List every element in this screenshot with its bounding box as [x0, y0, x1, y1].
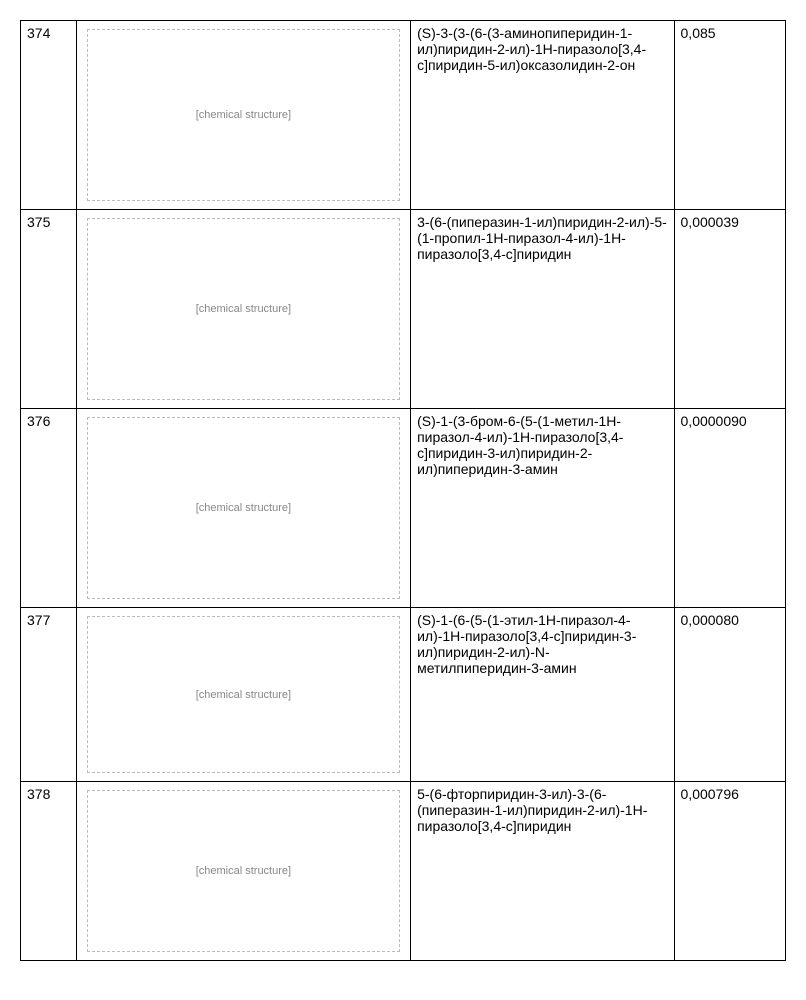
- table-row: 377[chemical structure](S)-1-(6-(5-(1-эт…: [21, 608, 786, 782]
- compound-value: 0,000080: [674, 608, 785, 782]
- compound-id: 378: [21, 782, 77, 961]
- compound-value: 0,085: [674, 21, 785, 210]
- structure-placeholder: [chemical structure]: [87, 616, 400, 773]
- structure-placeholder: [chemical structure]: [87, 790, 400, 952]
- structure-placeholder: [chemical structure]: [87, 29, 400, 201]
- compound-id: 377: [21, 608, 77, 782]
- table-row: 375[chemical structure]3-(6-(пиперазин-1…: [21, 210, 786, 409]
- compound-structure: [chemical structure]: [76, 409, 410, 608]
- compound-id: 376: [21, 409, 77, 608]
- structure-placeholder: [chemical structure]: [87, 218, 400, 400]
- compound-structure: [chemical structure]: [76, 21, 410, 210]
- compound-structure: [chemical structure]: [76, 782, 410, 961]
- structure-placeholder: [chemical structure]: [87, 417, 400, 599]
- table-row: 374[chemical structure](S)-3-(3-(6-(3-ам…: [21, 21, 786, 210]
- compound-name: (S)-1-(6-(5-(1-этил-1H-пиразол-4-ил)-1H-…: [411, 608, 674, 782]
- compound-value: 0,0000090: [674, 409, 785, 608]
- compound-id: 374: [21, 21, 77, 210]
- compound-value: 0,000039: [674, 210, 785, 409]
- compound-name: (S)-3-(3-(6-(3-аминопиперидин-1-ил)пирид…: [411, 21, 674, 210]
- compound-structure: [chemical structure]: [76, 608, 410, 782]
- table-row: 378[chemical structure]5-(6-фторпиридин-…: [21, 782, 786, 961]
- compound-name: 5-(6-фторпиридин-3-ил)-3-(6-(пиперазин-1…: [411, 782, 674, 961]
- compound-structure: [chemical structure]: [76, 210, 410, 409]
- table-row: 376[chemical structure](S)-1-(3-бром-6-(…: [21, 409, 786, 608]
- compound-table: 374[chemical structure](S)-3-(3-(6-(3-ам…: [20, 20, 786, 961]
- compound-name: 3-(6-(пиперазин-1-ил)пиридин-2-ил)-5-(1-…: [411, 210, 674, 409]
- compound-value: 0,000796: [674, 782, 785, 961]
- compound-id: 375: [21, 210, 77, 409]
- compound-name: (S)-1-(3-бром-6-(5-(1-метил-1H-пиразол-4…: [411, 409, 674, 608]
